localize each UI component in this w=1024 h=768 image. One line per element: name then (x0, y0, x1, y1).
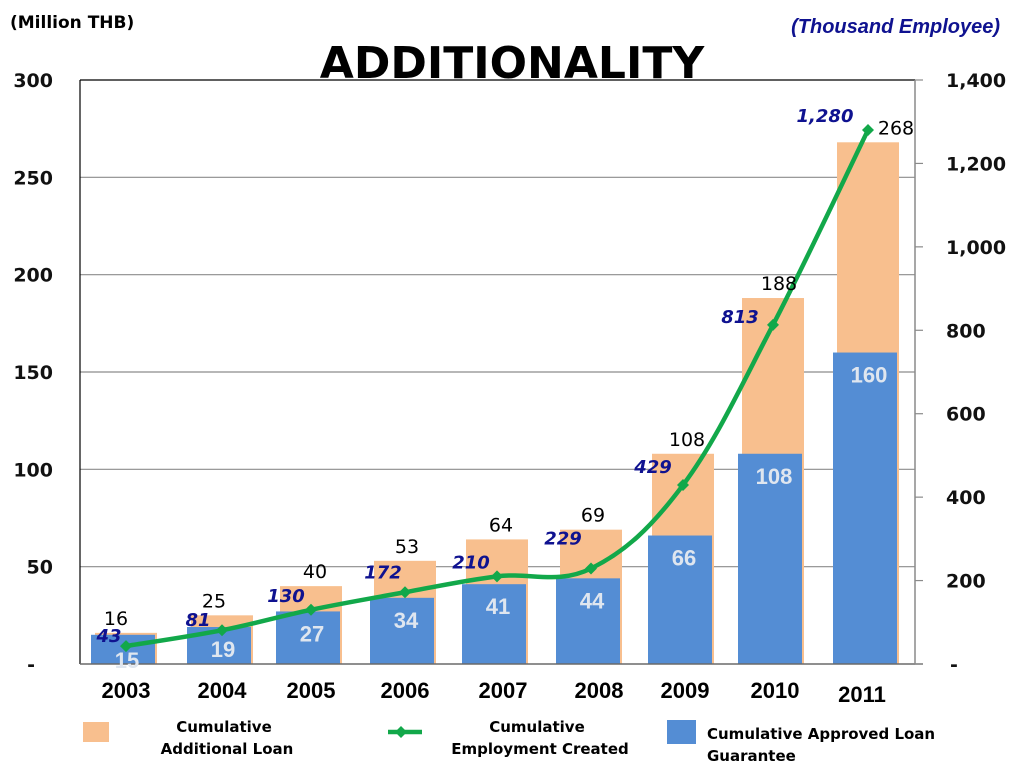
label-employment-2007: 210 (452, 552, 490, 573)
legend-label-employment-line1: Cumulative (489, 718, 585, 736)
label-loan-guarantee-2003: 15 (115, 648, 139, 673)
legend-swatch-additional-loan (83, 722, 109, 742)
legend-label-loan-guarantee-line2: Guarantee (707, 747, 796, 765)
label-employment-2004: 81 (185, 610, 210, 631)
right-tick-label-1000: 1,000 (946, 237, 1006, 259)
employment-marker-2007 (491, 570, 503, 583)
left-tick-label-250: 250 (13, 167, 53, 189)
bar-loan-guarantee-2006 (370, 597, 434, 664)
tick-labels: - 50 100 150 200 250 300 - 200 400 600 800 1,000 1,20… (13, 70, 1006, 707)
label-employment-2005: 130 (267, 586, 305, 607)
x-tick-label-2005: 2005 (287, 678, 336, 703)
bar-loan-guarantee-2008 (556, 578, 620, 664)
legend-swatch-loan-guarantee (667, 720, 696, 744)
x-tick-label-2010: 2010 (751, 678, 800, 703)
legend-label-additional-loan-line2: Additional Loan (161, 740, 294, 758)
data-labels: 16 25 40 53 64 69 108 188 268 15 19 27 34 41 44 66 108 16… (95, 106, 914, 673)
left-tick-label-300: 300 (13, 70, 53, 92)
legend: Cumulative Additional Loan Cumulative Emplo… (83, 718, 935, 765)
x-tick-label-2009: 2009 (661, 678, 710, 703)
legend-label-additional-loan-line1: Cumulative (176, 718, 272, 736)
employment-marker-2006 (399, 586, 411, 599)
employment-marker-2010 (767, 318, 779, 331)
bar-loan-guarantee-2005 (276, 611, 340, 664)
left-tick-label-200: 200 (13, 265, 53, 287)
left-tick-label-100: 100 (13, 459, 53, 481)
x-tick-label-2008: 2008 (575, 678, 624, 703)
chart-title: ADDITIONALITY (320, 38, 706, 89)
label-additional-loan-2004: 25 (202, 590, 226, 612)
label-additional-loan-2009: 108 (669, 429, 705, 451)
label-additional-loan-2003: 16 (104, 608, 128, 630)
label-employment-2008: 229 (544, 528, 582, 549)
legend-label-employment-line2: Employment Created (451, 740, 629, 758)
employment-marker-2005 (305, 603, 317, 616)
axes (79, 79, 923, 665)
label-employment-2003: 43 (95, 626, 121, 647)
label-employment-2011: 1,280 (797, 106, 854, 127)
bar-loan-guarantee-2011 (833, 352, 897, 664)
right-tick-label-200: 200 (946, 571, 986, 593)
x-tick-label-2011: 2011 (838, 682, 886, 707)
label-additional-loan-2007: 64 (489, 514, 513, 536)
left-axis-unit-label: (Million THB) (10, 13, 134, 33)
right-tick-label-400: 400 (946, 487, 986, 509)
left-tick-label-150: 150 (13, 362, 53, 384)
x-tick-label-2003: 2003 (102, 678, 151, 703)
label-loan-guarantee-2008: 44 (580, 588, 605, 613)
label-additional-loan-2011: 268 (878, 117, 914, 139)
label-additional-loan-2008: 69 (581, 505, 605, 527)
bar-loan-guarantee-2010 (738, 453, 802, 664)
right-tick-label-1200: 1,200 (946, 153, 1006, 175)
x-tick-label-2006: 2006 (381, 678, 430, 703)
label-additional-loan-2010: 188 (761, 273, 797, 295)
employment-marker-2009 (677, 479, 689, 492)
legend-marker-employment (395, 726, 407, 738)
label-loan-guarantee-2011: 160 (851, 363, 888, 388)
label-employment-2010: 813 (721, 307, 759, 328)
bar-loan-guarantee-2003 (91, 634, 155, 664)
label-loan-guarantee-2006: 34 (394, 608, 419, 633)
label-loan-guarantee-2007: 41 (486, 594, 510, 619)
label-loan-guarantee-2010: 108 (756, 464, 793, 489)
x-tick-label-2004: 2004 (198, 678, 248, 703)
employment-marker-2003 (120, 640, 132, 653)
legend-label-loan-guarantee-line1: Cumulative Approved Loan (707, 725, 935, 743)
right-tick-label-1400: 1,400 (946, 70, 1006, 92)
label-additional-loan-2006: 53 (395, 536, 419, 558)
employment-line-series (120, 124, 874, 653)
right-tick-label-600: 600 (946, 404, 986, 426)
label-additional-loan-2005: 40 (303, 561, 327, 583)
label-employment-2006: 172 (364, 562, 402, 583)
label-loan-guarantee-2009: 66 (672, 546, 696, 571)
label-employment-2009: 429 (633, 457, 672, 478)
bar-loan-guarantee-2007 (462, 584, 526, 664)
left-tick-label-0: - (27, 654, 35, 676)
loan-guarantee-bars (91, 352, 897, 664)
employment-marker-2011 (862, 124, 874, 137)
employment-marker-2008 (585, 562, 597, 575)
right-tick-label-800: 800 (946, 320, 986, 342)
bar-loan-guarantee-2009 (648, 535, 712, 664)
x-tick-label-2007: 2007 (479, 678, 528, 703)
right-tick-label-0: - (950, 654, 958, 676)
label-loan-guarantee-2004: 19 (211, 637, 235, 662)
label-loan-guarantee-2005: 27 (300, 621, 324, 646)
right-axis-unit-label: (Thousand Employee) (791, 16, 1000, 38)
employment-marker-2004 (216, 624, 228, 637)
left-tick-label-50: 50 (27, 557, 53, 579)
